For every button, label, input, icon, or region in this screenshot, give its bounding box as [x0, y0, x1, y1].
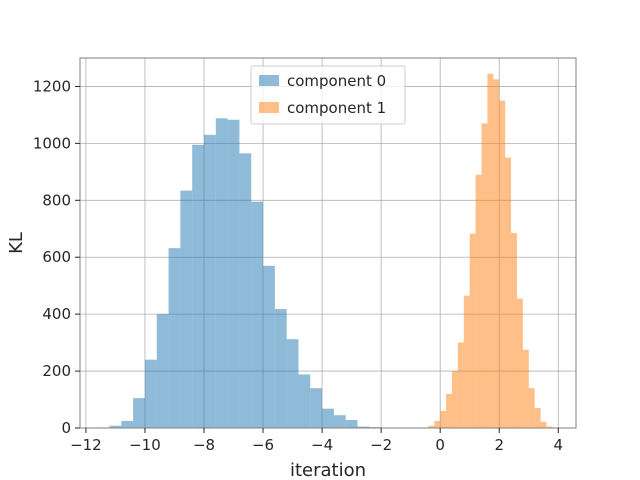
bar-component-0 — [121, 420, 134, 428]
bar-component-0 — [251, 201, 264, 428]
x-tick-label: −6 — [252, 436, 274, 454]
bar-component-1 — [428, 425, 435, 428]
bar-component-0 — [109, 425, 122, 428]
bar-component-1 — [516, 298, 523, 428]
plot-frame — [79, 57, 577, 429]
x-tick-label: −2 — [370, 436, 392, 454]
bar-component-1 — [434, 420, 441, 428]
x-tick-label: −10 — [129, 436, 161, 454]
bar-component-0 — [263, 265, 275, 428]
bar-component-0 — [133, 398, 145, 428]
ticks: −12 −10 −8 −6 −4 −2 0 2 4 0 200 400 600 800 1000 1200 — [33, 77, 563, 454]
bars — [97, 73, 553, 429]
bar-component-1 — [475, 174, 482, 428]
x-tick-label: 4 — [554, 436, 564, 454]
y-tick-label: 1200 — [33, 77, 71, 95]
bar-component-0 — [144, 359, 157, 428]
legend-label-component-0: component 0 — [287, 72, 386, 90]
bar-component-1 — [452, 371, 458, 428]
bar-component-0 — [310, 388, 323, 428]
bar-component-0 — [192, 144, 204, 429]
bar-component-0 — [168, 248, 181, 428]
y-tick-label: 200 — [42, 362, 71, 380]
legend-swatch-component-1 — [259, 102, 279, 113]
bar-component-1 — [440, 410, 447, 428]
bar-component-1 — [522, 349, 529, 428]
x-tick-label: −4 — [311, 436, 333, 454]
bar-component-1 — [493, 79, 500, 428]
bar-component-0 — [274, 309, 287, 428]
bar-component-0 — [298, 374, 311, 428]
bar-component-0 — [322, 408, 334, 428]
y-tick-label: 600 — [42, 248, 71, 266]
bar-component-1 — [505, 157, 512, 428]
x-tick-label: 2 — [494, 436, 504, 454]
bar-component-0 — [239, 153, 252, 428]
y-tick-label: 1000 — [33, 134, 71, 152]
legend-swatch-component-0 — [259, 75, 279, 86]
bar-component-0 — [180, 190, 193, 428]
x-tick-label: 0 — [435, 436, 445, 454]
bar-component-1 — [528, 388, 535, 428]
bar-component-1 — [469, 233, 476, 428]
bar-component-1 — [540, 421, 547, 428]
bar-component-0 — [286, 339, 299, 428]
bar-component-0 — [227, 119, 240, 428]
legend-box — [250, 65, 406, 125]
bar-component-1 — [463, 295, 470, 428]
legend: component 0 component 1 — [250, 65, 406, 125]
y-tick-label: 800 — [42, 191, 71, 209]
bar-component-1 — [546, 426, 553, 428]
bar-component-1 — [481, 123, 488, 428]
x-tick-label: −12 — [70, 436, 102, 454]
bar-component-1 — [511, 233, 517, 428]
x-axis-label: iteration — [290, 460, 366, 480]
bar-component-0 — [345, 420, 358, 428]
bar-component-0 — [357, 426, 370, 428]
bar-component-1 — [446, 393, 452, 428]
bar-component-1 — [534, 408, 541, 428]
x-tick-label: −8 — [193, 436, 215, 454]
y-tick-label: 400 — [42, 305, 71, 323]
bar-component-1 — [499, 100, 506, 428]
bar-component-1 — [487, 73, 494, 429]
y-tick-label: 0 — [61, 419, 71, 437]
bar-component-0 — [204, 134, 216, 428]
y-axis-label: KL — [6, 232, 27, 254]
bar-component-0 — [215, 118, 228, 428]
legend-label-component-1: component 1 — [287, 99, 386, 117]
bar-component-1 — [457, 342, 464, 428]
bar-component-0 — [156, 314, 169, 428]
bar-component-0 — [333, 415, 346, 428]
